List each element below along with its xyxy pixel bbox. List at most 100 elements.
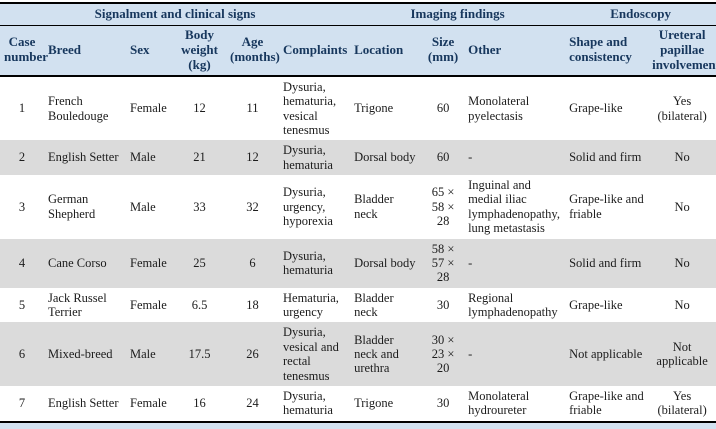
table-cell: Hematuria, urgency [283, 290, 339, 319]
table-cell: Male [130, 199, 156, 214]
table-cell: - [468, 255, 473, 270]
table-cell: 30 [422, 385, 465, 423]
table-cell: 5 [18, 297, 26, 312]
table-cell: 6 [18, 346, 26, 361]
column-header-size: Size (mm) [422, 25, 465, 77]
column-header-row: Case number Breed Sex Body weight (kg) A… [0, 25, 716, 77]
table-cell: Dysuria, hematuria [283, 248, 333, 278]
table-cell: Yes (bilateral) [657, 94, 707, 123]
table-cell: Not applicable [569, 346, 643, 361]
column-header-shape-consistency: Shape and consistency [565, 25, 649, 77]
table-cell: Monolateral pyelectasis [468, 94, 530, 123]
group-header-endoscopy: Endoscopy [565, 1, 716, 26]
table-cell: 60 [436, 101, 450, 116]
group-header-imaging: Imaging findings [350, 1, 566, 26]
table-cell: 30 [436, 297, 450, 312]
table-cell: Female [130, 297, 167, 312]
column-header-sex: Sex [126, 25, 173, 77]
table-cell: 65 × 58 × 28 [431, 185, 455, 228]
table-cell: 60 [436, 150, 450, 165]
table-cell: No [674, 255, 690, 270]
column-header-body-weight: Body weight (kg) [173, 25, 226, 77]
table-cell: Jack Russel Terrier [48, 290, 107, 319]
table-row: 2 English Setter Male 21 12 Dysuria, hematuri… [0, 140, 716, 175]
column-header-case-number: Case number [0, 25, 48, 77]
table-cell: Dysuria, hematuria, vesical tenesmus [283, 79, 337, 137]
table-cell: No [674, 199, 690, 214]
table-cell: 33 [193, 199, 206, 214]
table-cell: Solid and firm [569, 150, 642, 165]
table-cell: - [468, 346, 473, 361]
table-cell: German Shepherd [48, 192, 96, 221]
table-cell: Yes (bilateral) [648, 385, 716, 423]
table-cell: Inguinal and medial iliac lymphadenopath… [468, 178, 560, 236]
table-cell: 25 [193, 255, 206, 270]
table-cell: 16 [173, 385, 226, 423]
table-header: Signalment and clinical signs Imaging fi… [0, 1, 716, 77]
table-cell: Dorsal body [354, 255, 416, 270]
table-cell: 6 [249, 255, 256, 270]
table-cell: 30 × 23 × 20 [431, 332, 455, 376]
table-body: 1 French Bouledouge Female 12 11 Dysuria, hem… [0, 75, 716, 423]
column-header-other: Other [464, 25, 566, 77]
table-cell: Grape-like and friable [569, 192, 644, 221]
group-header-row: Signalment and clinical signs Imaging fi… [0, 1, 716, 26]
table-cell: English Setter [48, 150, 119, 165]
table-cell: Female [130, 255, 167, 270]
column-header-ureteral-papillae: Ureteral papillae involvement [648, 25, 716, 77]
group-header-signalment: Signalment and clinical signs [0, 1, 351, 26]
table-cell: No [674, 150, 690, 165]
table-cell: 2 [18, 150, 26, 165]
table-row: 6 Mixed-breed Male 17.5 26 Dysuria, vesical a… [0, 322, 716, 386]
table-cell: 26 [246, 346, 259, 361]
table-row: 7 English Setter Female 16 24 Dysuria, hematu… [0, 385, 716, 423]
table-cell: Solid and firm [569, 255, 642, 270]
table-cell: 7 [0, 385, 44, 423]
column-header-breed: Breed [44, 25, 126, 77]
table-cell: Bladder neck [354, 192, 394, 221]
table-cell: Female [130, 101, 167, 116]
table-cell: Mixed-breed [48, 346, 113, 361]
table-bottom-strip [0, 422, 716, 429]
column-header-location: Location [350, 25, 423, 77]
table-cell: Bladder neck [354, 290, 394, 319]
table-cell: - [468, 150, 473, 165]
column-header-complaints: Complaints [279, 25, 351, 77]
table-cell: Dorsal body [354, 150, 416, 165]
table-cell: Cane Corso [48, 255, 107, 270]
table-cell: Grape-like [569, 297, 623, 312]
table-cell: 18 [246, 297, 259, 312]
table-cell: 1 [18, 101, 26, 116]
table-row: 4 Cane Corso Female 25 6 Dysuria, hematuria Do… [0, 238, 716, 288]
table-cell: 32 [246, 199, 259, 214]
table-cell: Dysuria, hematuria [279, 385, 351, 423]
table-cell: English Setter [44, 385, 126, 423]
table-cell: Monolateral hydroureter [464, 385, 566, 423]
table-cell: Grape-like and friable [565, 385, 649, 423]
table-cell: Bladder neck and urethra [354, 332, 399, 376]
column-header-age: Age (months) [226, 25, 280, 77]
table-cell: Female [126, 385, 173, 423]
table-cell: 17.5 [188, 346, 211, 361]
table-cell: Male [130, 346, 156, 361]
table-cell: 12 [246, 150, 259, 165]
table-cell: Regional lymphadenopathy [468, 290, 558, 319]
table-cell: 24 [226, 385, 279, 423]
table-cell: Not applicable [656, 339, 708, 369]
table-cell: No [674, 297, 690, 312]
table-row: 5 Jack Russel Terrier Female 6.5 18 Hematuria… [0, 287, 716, 323]
table-row: 1 French Bouledouge Female 12 11 Dysuria, hem… [0, 75, 716, 141]
table-cell: 58 × 57 × 28 [431, 241, 455, 285]
table-row: 3 German Shepherd Male 33 32 Dysuria, urgency… [0, 175, 716, 239]
table-cell: Trigone [350, 385, 423, 423]
table-cell: French Bouledouge [48, 94, 109, 123]
table-cell: 12 [193, 101, 206, 116]
table-cell: Male [130, 150, 156, 165]
table-cell: Dysuria, hematuria [283, 143, 333, 172]
table-cell: 11 [246, 101, 259, 116]
table-cell: 21 [193, 150, 206, 165]
table-cell: 6.5 [191, 297, 208, 312]
table-cell: Trigone [354, 101, 394, 116]
